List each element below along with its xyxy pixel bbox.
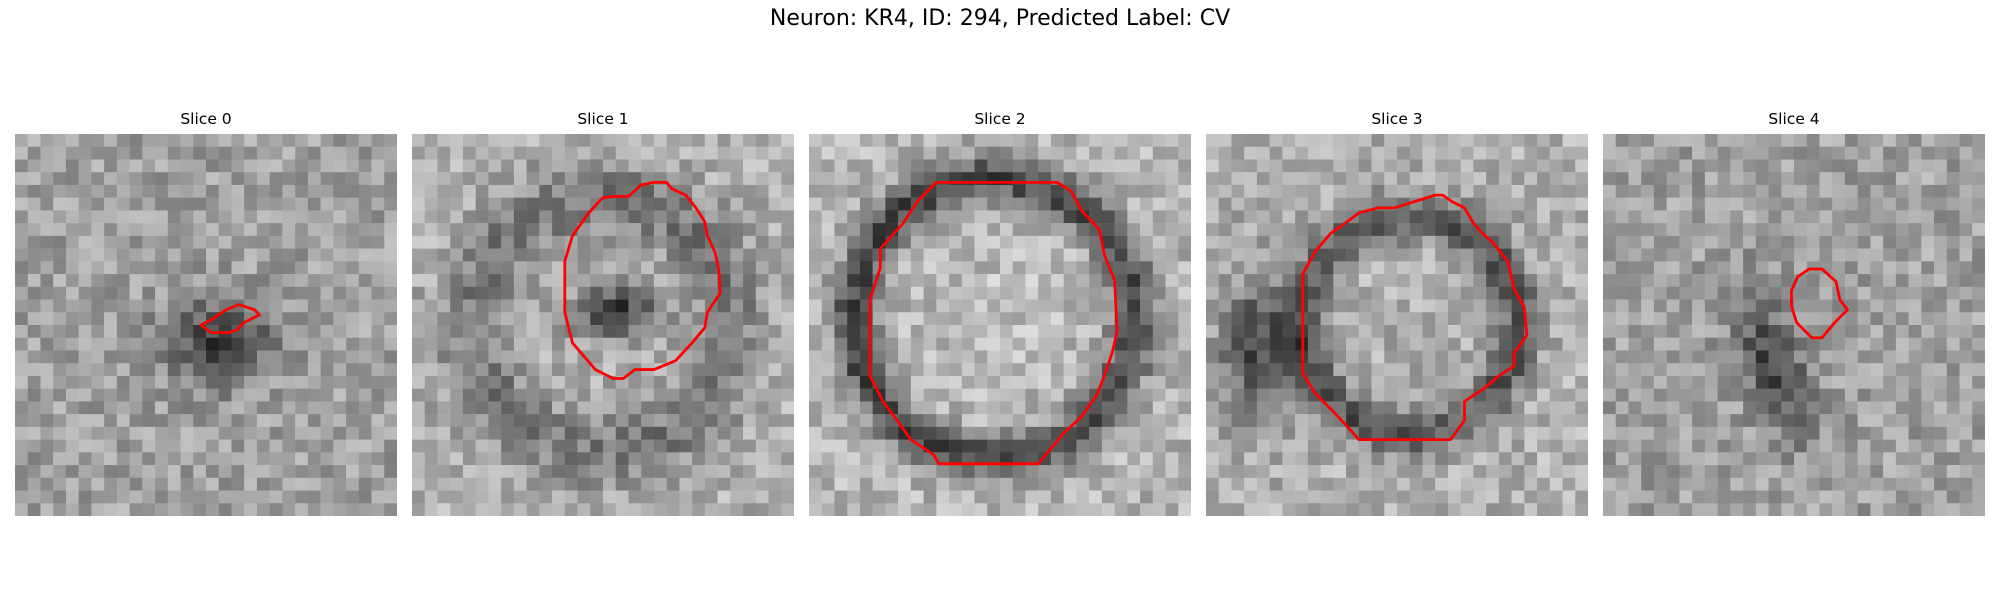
segmentation-contour bbox=[1790, 267, 1849, 340]
slice-title: Slice 0 bbox=[180, 110, 232, 128]
slice-image-2 bbox=[809, 134, 1191, 516]
figure-title: Neuron: KR4, ID: 294, Predicted Label: C… bbox=[769, 6, 1231, 31]
slice-title: Slice 4 bbox=[1768, 110, 1820, 128]
slice-panel-2: Slice 2 bbox=[809, 108, 1191, 516]
slice-image-3 bbox=[1206, 134, 1588, 516]
slice-panel-0: Slice 0 bbox=[15, 108, 397, 516]
segmentation-contour bbox=[199, 303, 261, 335]
slice-image-4 bbox=[1603, 134, 1985, 516]
slice-panel-4: Slice 4 bbox=[1603, 108, 1985, 516]
segmentation-contour bbox=[868, 180, 1119, 466]
slice-panel-3: Slice 3 bbox=[1206, 108, 1588, 516]
slice-image-1 bbox=[412, 134, 794, 516]
slice-title: Slice 2 bbox=[974, 110, 1026, 128]
segmentation-contour bbox=[563, 180, 722, 380]
segmentation-contour bbox=[1301, 193, 1529, 442]
slice-panel-1: Slice 1 bbox=[412, 108, 794, 516]
slice-image-0 bbox=[15, 134, 397, 516]
slice-title: Slice 1 bbox=[577, 110, 629, 128]
slice-title: Slice 3 bbox=[1371, 110, 1423, 128]
